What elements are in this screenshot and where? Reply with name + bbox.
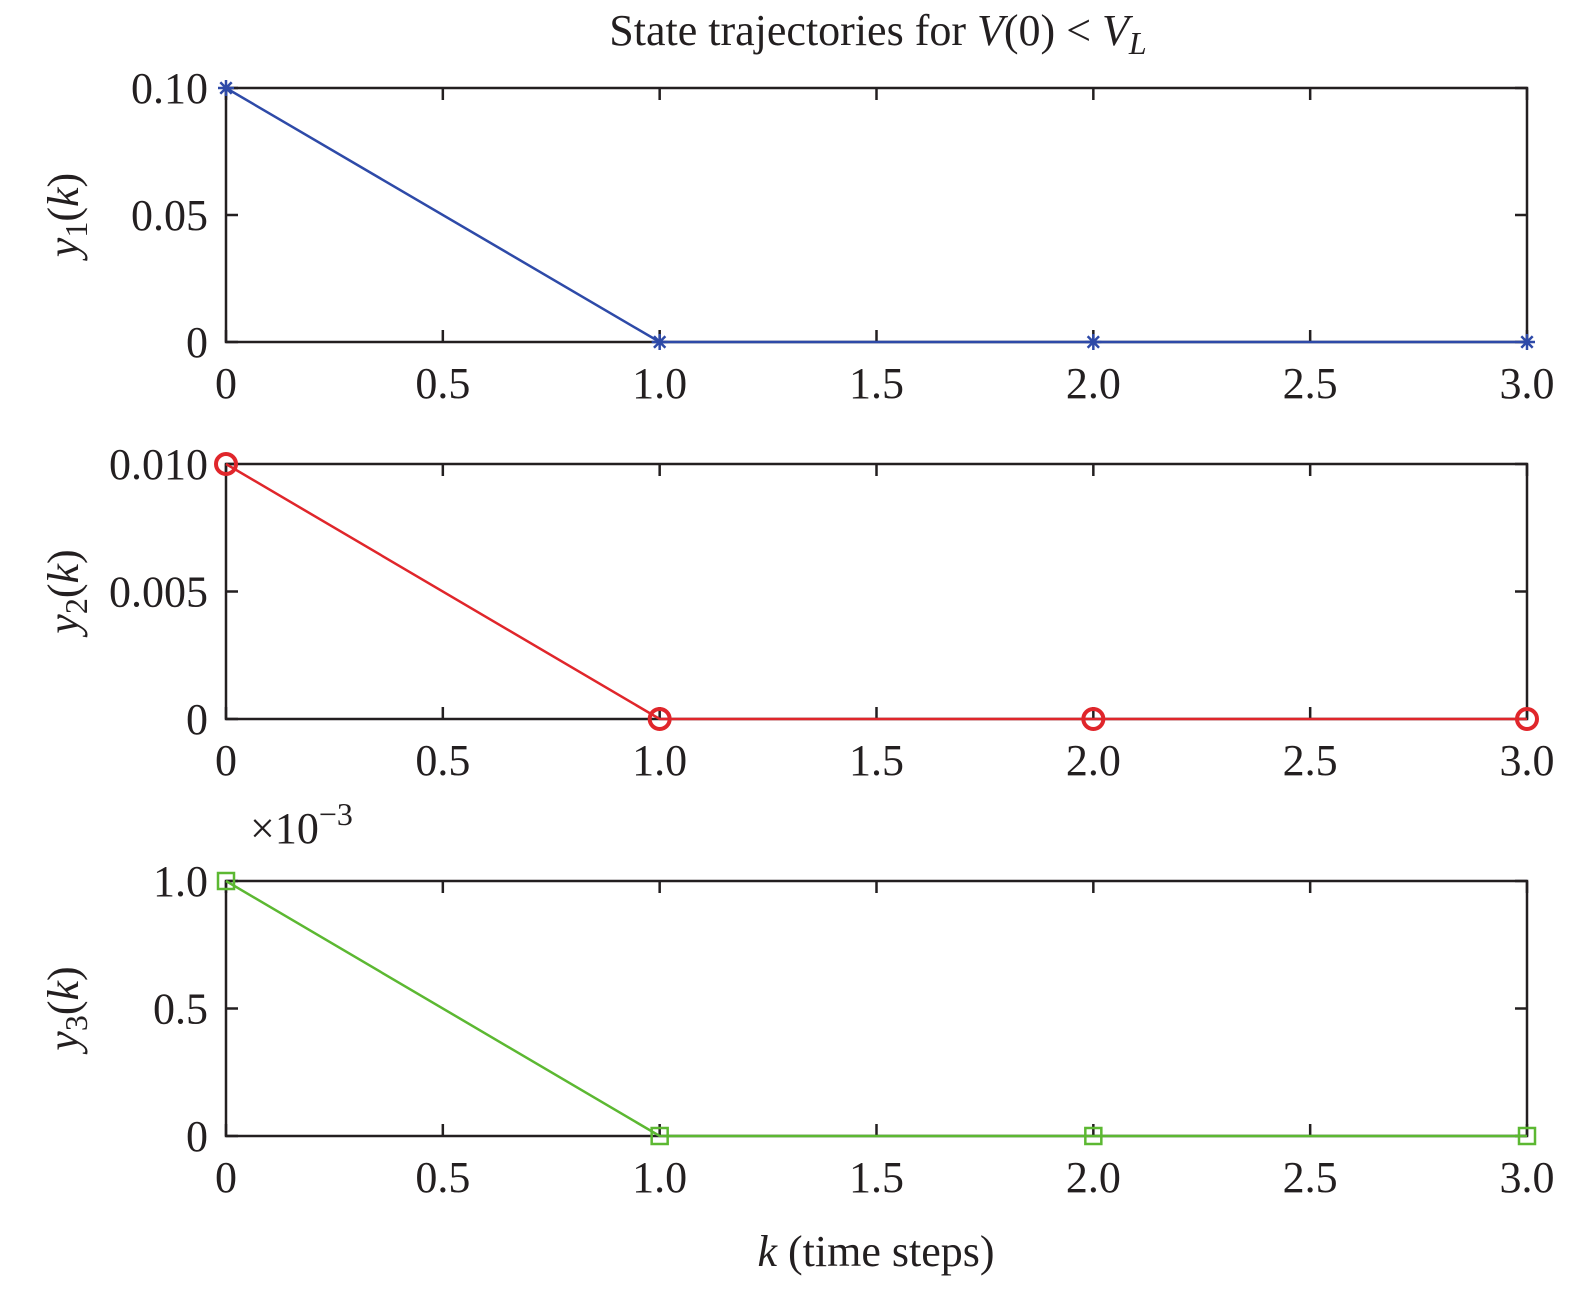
x-tick-label: 2.0 — [1066, 359, 1121, 408]
y-tick-label: 0.5 — [153, 985, 208, 1034]
y-axis-label-sub: 1 — [58, 222, 94, 238]
y-tick-label: 1.0 — [153, 857, 208, 906]
y-tick-label: 0 — [186, 318, 208, 367]
x-tick-label: 1.0 — [632, 359, 687, 408]
y-tick-label: 0.05 — [131, 191, 208, 240]
x-axis-label: k (time steps) — [757, 1227, 994, 1276]
y-tick-label: 0.10 — [131, 64, 208, 113]
y-axis-label-sub: 2 — [58, 598, 94, 614]
y-axis-label-var: y — [39, 614, 88, 638]
y-axis-label-open: ( — [39, 584, 88, 599]
y-exponent-power: −3 — [319, 796, 353, 832]
subplot-y2: 0 0.5 1.0 1.5 2.0 2.5 3.0 0 0.005 0.010 y2(k) — [39, 440, 1555, 785]
y-exponent-label: ×10−3 — [250, 796, 353, 853]
x-tick-label: 2.0 — [1066, 736, 1121, 785]
axes-box-y3 — [224, 879, 1529, 1138]
data-point-y2 — [1515, 707, 1539, 731]
y-axis-label-close: ) — [39, 549, 88, 564]
data-point-y2 — [1081, 707, 1106, 731]
y-axis-label-k: k — [39, 186, 88, 207]
x-tick-label: 3.0 — [1500, 1153, 1555, 1202]
data-point-y1-stroke-3 — [653, 335, 667, 349]
x-tick-label: 0 — [215, 736, 237, 785]
data-point-y1 — [1085, 334, 1102, 350]
data-point-y2 — [647, 707, 672, 731]
y-axis-label: y3(k) — [39, 966, 94, 1054]
x-tick-label: 0 — [215, 359, 237, 408]
y-tick-label: 0.005 — [109, 568, 208, 617]
subplot-y1: 0 0.5 1.0 1.5 2.0 2.5 3.0 0 0.05 0.10 y1(k) — [39, 64, 1555, 408]
x-tick-label: 2.5 — [1283, 359, 1338, 408]
x-tick-label: 0 — [215, 1153, 237, 1202]
x-tick-label: 0.5 — [415, 1153, 470, 1202]
x-tick-label: 1.5 — [849, 1153, 904, 1202]
y-axis-label-close: ) — [39, 966, 88, 981]
x-tick-label: 2.5 — [1283, 1153, 1338, 1202]
y-tick-label: 0 — [186, 1112, 208, 1161]
y-axis-label-open: ( — [39, 1001, 88, 1016]
x-tick-label: 2.5 — [1283, 736, 1338, 785]
data-point-y1 — [1519, 334, 1535, 350]
y-axis-label: y1(k) — [39, 173, 94, 261]
data-point-y3 — [216, 871, 236, 891]
data-point-y1 — [218, 80, 234, 96]
series-line-y1 — [225, 86, 1527, 344]
axes-box-y2 — [224, 462, 1529, 721]
data-point-y2 — [214, 452, 238, 476]
y-axis-label-open: ( — [39, 207, 88, 222]
y-tick-label: 0 — [186, 695, 208, 744]
series-line-y2 — [225, 462, 1527, 721]
x-tick-label: 1.5 — [849, 359, 904, 408]
y-axis-label-var: y — [39, 1031, 88, 1055]
y-axis-label-k: k — [39, 980, 88, 1001]
data-point-y1 — [651, 334, 668, 350]
data-point-y3 — [650, 1126, 669, 1146]
data-point-y1-stroke-3 — [1520, 335, 1534, 349]
data-point-y3 — [1517, 1126, 1537, 1146]
y-axis-label-sub: 3 — [58, 1015, 94, 1031]
chart-title: State trajectories for V(0) < VL — [609, 6, 1146, 61]
data-point-y3 — [1084, 1126, 1103, 1146]
x-tick-label: 1.0 — [632, 1153, 687, 1202]
y-exponent-base: ×10 — [250, 804, 319, 853]
series-line-y3 — [225, 879, 1527, 1138]
x-tick-label: 0.5 — [415, 359, 470, 408]
x-tick-label: 1.5 — [849, 736, 904, 785]
axes-box-y1 — [224, 86, 1529, 344]
data-point-y1-stroke-3 — [1086, 335, 1100, 349]
subplot-y3: 0 0.5 1.0 1.5 2.0 2.5 3.0 0 0.5 1.0 y3(k) ×10−3 — [39, 796, 1555, 1202]
x-tick-label: 3.0 — [1500, 736, 1555, 785]
y-axis-label-k: k — [39, 563, 88, 584]
x-tick-label: 3.0 — [1500, 359, 1555, 408]
y-axis-label-close: ) — [39, 173, 88, 188]
y-axis-label-var: y — [39, 237, 88, 261]
y-tick-label: 0.010 — [109, 440, 208, 489]
data-point-y1-stroke-3 — [219, 81, 233, 95]
y-axis-label: y2(k) — [39, 549, 94, 637]
x-tick-label: 0.5 — [415, 736, 470, 785]
x-tick-label: 1.0 — [632, 736, 687, 785]
x-tick-label: 2.0 — [1066, 1153, 1121, 1202]
